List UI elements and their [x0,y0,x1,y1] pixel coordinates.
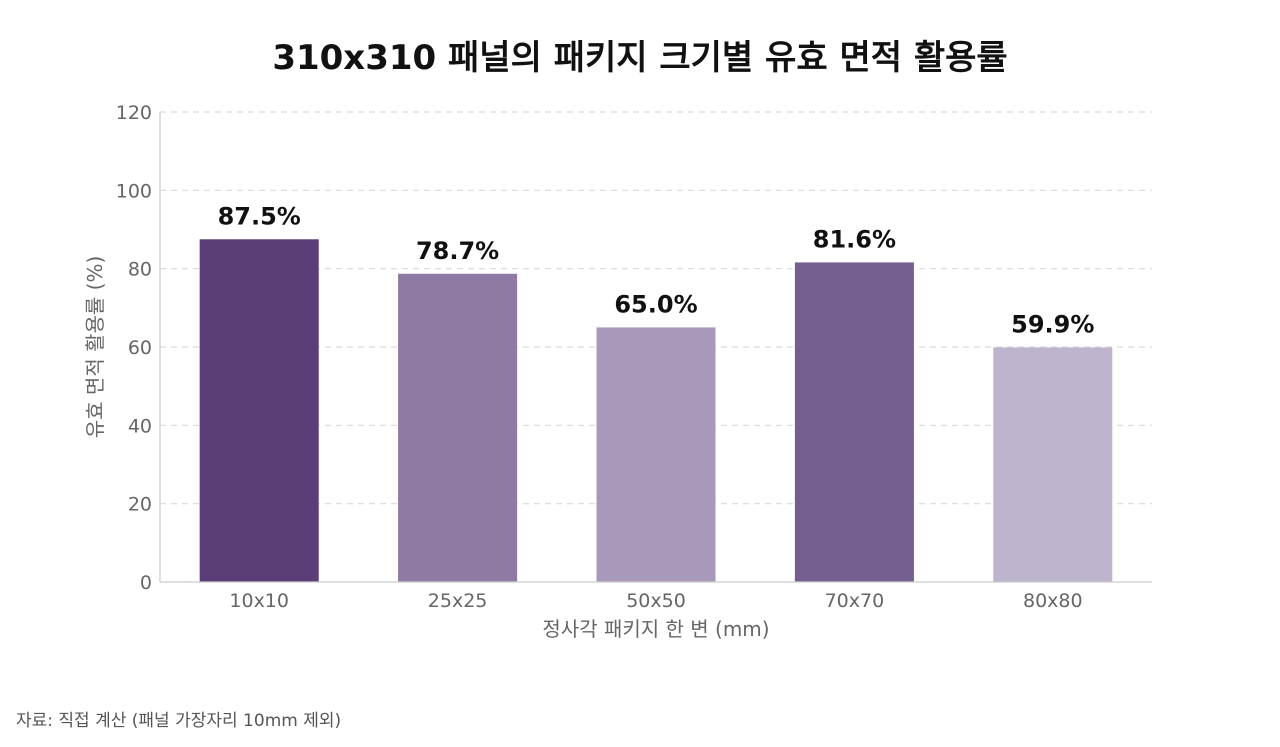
bar-80x80 [993,347,1113,582]
y-tick-label: 40 [128,415,152,437]
source-note: 자료: 직접 계산 (패널 가장자리 10mm 제외) [16,711,342,731]
bar-10x10 [199,239,319,582]
x-tick-label: 25x25 [428,590,488,612]
x-tick-label: 50x50 [626,590,686,612]
x-tick-label: 80x80 [1023,590,1083,612]
data-label: 59.9% [1011,310,1094,338]
y-tick-label: 80 [128,259,152,281]
data-label: 78.7% [416,237,499,265]
axes [159,112,1152,583]
data-label: 87.5% [218,202,301,230]
x-tick-label: 10x10 [229,590,289,612]
bar-70x70 [794,262,914,582]
data-label: 65.0% [614,290,697,318]
x-axis-title: 정사각 패키지 한 변 (mm) [542,617,769,641]
y-tick-label: 100 [116,180,152,202]
y-axis-title: 유효 면적 활용률 (%) [83,256,107,438]
bar-50x50 [596,327,716,582]
y-tick-label: 0 [140,572,152,594]
y-tick-label: 120 [116,102,152,124]
bar-25x25 [398,273,518,582]
chart-title: 310x310 패널의 패키지 크기별 유효 면적 활용률 [272,38,1008,78]
data-label: 81.6% [813,225,896,253]
y-tick-label: 60 [128,337,152,359]
x-tick-label: 70x70 [825,590,885,612]
y-tick-label: 20 [128,494,152,516]
bars [199,239,1113,582]
labels: 0 20 40 60 80 100 120 87.5% 10x10 78.7% 25x25 65.0%… [116,102,1095,612]
